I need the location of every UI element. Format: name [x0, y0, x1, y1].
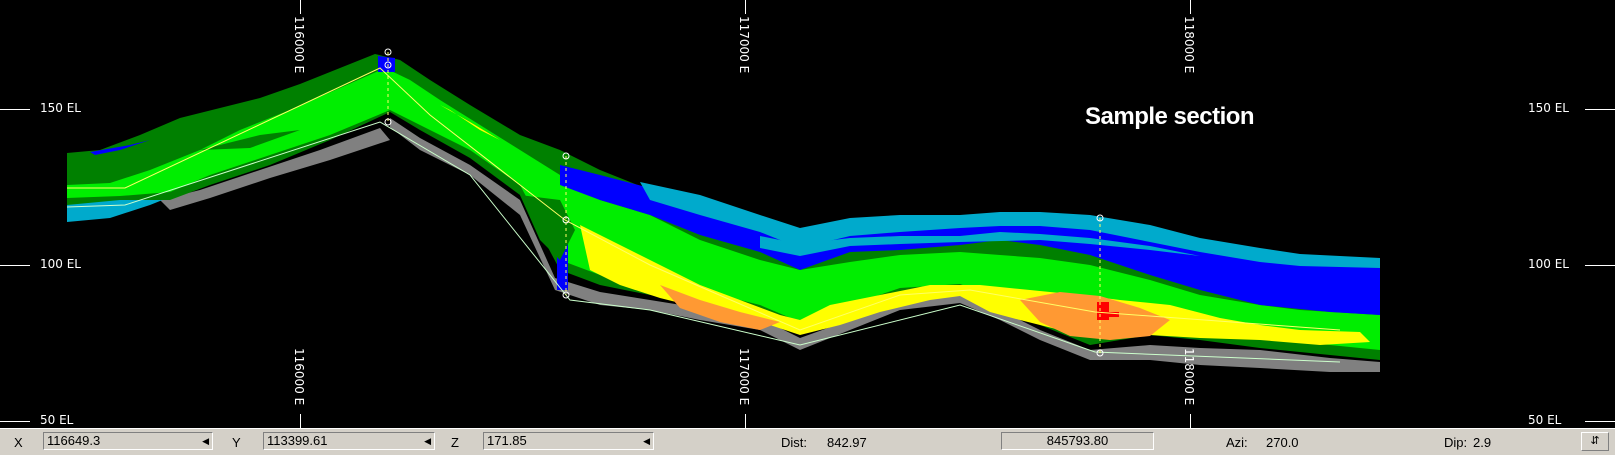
waste-layer-left — [160, 128, 390, 210]
e-label-117000-bottom: 117000 E — [737, 348, 751, 406]
e-label-118000-top: 118000 E — [1182, 16, 1196, 74]
blue-zone-left — [90, 140, 150, 155]
z-label: Z — [451, 435, 459, 450]
y-coordinate-value: 113399.61 — [267, 433, 328, 448]
e-tick-117000-bottom — [745, 414, 746, 428]
el-tick-50-right — [1585, 421, 1615, 422]
y-label: Y — [232, 435, 241, 450]
azi-value: 270.0 — [1266, 435, 1299, 450]
vertex-marker — [384, 48, 392, 56]
status-bar: X 116649.3 ◀ Y 113399.61 ◀ Z 171.85 ◀ Di… — [0, 428, 1615, 455]
el-tick-100-left — [0, 265, 30, 266]
e-tick-118000-bottom — [1190, 414, 1191, 428]
x-coordinate-field[interactable]: 116649.3 ◀ — [43, 432, 213, 450]
el-tick-100-right — [1585, 265, 1615, 266]
el-tick-150-right — [1585, 109, 1615, 110]
azi-label: Azi: — [1226, 435, 1248, 450]
triangle-left-icon[interactable]: ◀ — [424, 436, 431, 446]
outline-upper — [67, 67, 1341, 331]
vertex-marker — [562, 216, 570, 224]
el-label-100-right: 100 EL — [1528, 257, 1569, 271]
dark-green-patch — [520, 195, 575, 260]
dip-label: Dip: — [1444, 435, 1468, 450]
cyan-zone-2 — [760, 232, 1200, 256]
e-label-116000-top: 116000 E — [292, 16, 306, 74]
el-label-50-left: 50 EL — [40, 413, 74, 427]
e-tick-117000-top — [745, 0, 746, 14]
triangle-left-icon[interactable]: ◀ — [643, 436, 650, 446]
red-block-2 — [1109, 312, 1119, 317]
el-label-100-left: 100 EL — [40, 257, 81, 271]
dist-label: Dist: — [781, 435, 807, 450]
triangle-left-icon[interactable]: ◀ — [202, 436, 209, 446]
z-coordinate-field[interactable]: 171.85 ◀ — [483, 432, 654, 450]
el-tick-50-left — [0, 421, 30, 422]
dist-value: 842.97 — [827, 435, 867, 450]
orange-zone — [660, 285, 780, 330]
el-label-50-right: 50 EL — [1528, 413, 1562, 427]
outline-lower — [66, 121, 1341, 363]
dip-value: 2.9 — [1473, 435, 1492, 450]
vertex-marker — [562, 291, 570, 299]
yellow-zone-upper — [420, 95, 520, 150]
vertex-marker — [1096, 214, 1104, 222]
orange-zone-right — [1020, 292, 1170, 340]
section-block-model[interactable] — [0, 0, 1615, 428]
x-coordinate-value: 116649.3 — [47, 433, 101, 448]
red-block — [1097, 302, 1109, 320]
cyan-zone — [640, 182, 1380, 268]
y-coordinate-field[interactable]: 113399.61 ◀ — [263, 432, 435, 450]
e-label-116000-bottom: 116000 E — [292, 348, 306, 406]
x-label: X — [14, 435, 23, 450]
blue-zone-top — [378, 56, 395, 72]
area-field: 845793.80 — [1001, 432, 1154, 450]
el-label-150-left: 150 EL — [40, 101, 81, 115]
e-tick-118000-top — [1190, 0, 1191, 14]
e-tick-116000-bottom — [300, 414, 301, 428]
el-tick-150-left — [0, 109, 30, 110]
vertex-marker — [1096, 349, 1104, 357]
e-label-118000-bottom: 118000 E — [1182, 348, 1196, 406]
vertex-marker — [384, 61, 392, 69]
e-label-117000-top: 117000 E — [737, 16, 751, 74]
section-title: Sample section — [1085, 103, 1255, 130]
section-viewport[interactable]: 150 EL 100 EL 50 EL 150 EL 100 EL 50 EL … — [0, 0, 1615, 428]
z-coordinate-value: 171.85 — [487, 433, 527, 448]
dark-green-patch-2 — [200, 130, 300, 150]
up-down-arrows-icon[interactable]: ⇵ — [1581, 432, 1609, 451]
area-value: 845793.80 — [1046, 433, 1109, 448]
e-tick-116000-top — [300, 0, 301, 14]
vertex-marker — [562, 152, 570, 160]
bright-green-zone — [67, 68, 1380, 350]
yellow-zone — [580, 225, 1370, 345]
el-label-150-right: 150 EL — [1528, 101, 1569, 115]
vertex-marker — [384, 118, 392, 126]
